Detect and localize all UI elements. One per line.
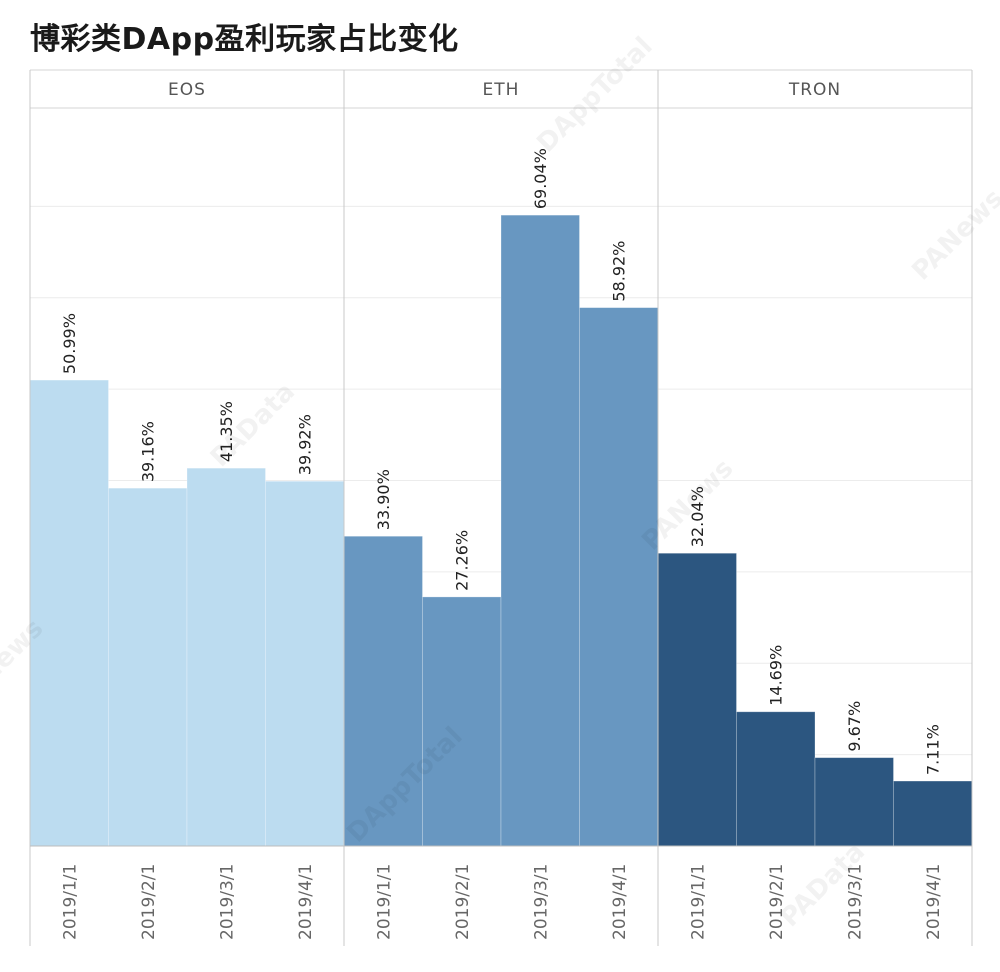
data-label: 9.67% [845,701,864,752]
data-label: 33.90% [374,469,393,530]
panel-header-eos: EOS [168,80,206,100]
bar [422,596,502,847]
panel-header-tron: TRON [788,80,841,100]
x-tick-label: 2019/4/1 [610,864,630,940]
data-label: 50.99% [60,313,79,374]
bar [343,535,423,847]
bar [657,552,737,847]
data-label: 14.69% [767,645,786,706]
x-tick-label: 2019/4/1 [924,864,944,940]
panel-header-eth: ETH [483,80,520,100]
x-tick-label: 2019/3/1 [217,864,237,940]
data-label: 7.11% [924,724,943,775]
data-label: 32.04% [688,486,707,547]
data-label: 58.92% [610,241,629,302]
data-label: 69.04% [531,148,550,209]
chart-title: 博彩类DApp盈利玩家占比变化 [30,22,459,57]
bar [186,467,266,847]
x-tick-label: 2019/3/1 [845,864,865,940]
data-label: 39.16% [139,421,158,482]
x-tick-label: 2019/4/1 [296,864,316,940]
bar [108,487,188,847]
x-tick-label: 2019/3/1 [531,864,551,940]
bar [893,780,973,847]
bar [736,711,816,847]
x-tick-label: 2019/2/1 [453,864,473,940]
data-label: 41.35% [217,401,236,462]
x-tick-label: 2019/1/1 [688,864,708,940]
x-tick-label: 2019/2/1 [139,864,159,940]
bar [579,307,659,847]
bar [814,757,894,847]
x-tick-label: 2019/1/1 [60,864,80,940]
bar [29,379,109,847]
bar [265,480,345,847]
data-label: 39.92% [296,414,315,475]
bar [500,214,580,847]
x-tick-label: 2019/2/1 [767,864,787,940]
data-label: 27.26% [453,530,472,591]
x-tick-label: 2019/1/1 [374,864,394,940]
